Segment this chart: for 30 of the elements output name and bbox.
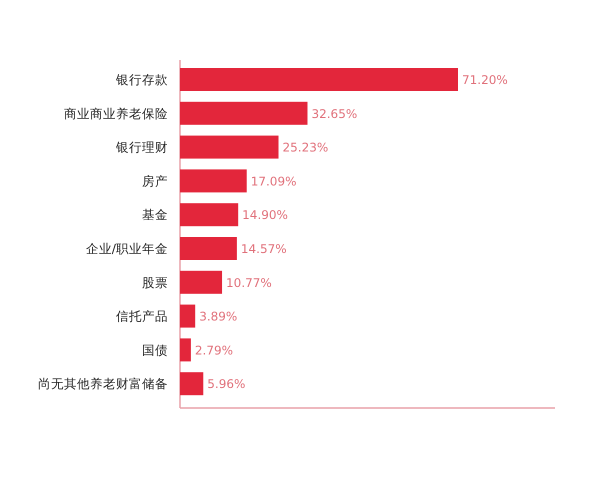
data-label: 17.09% <box>250 174 296 188</box>
bar <box>180 203 238 226</box>
bar <box>180 102 308 125</box>
data-label: 71.20% <box>462 73 508 87</box>
y-tick-label: 基金 <box>142 207 168 222</box>
data-label: 25.23% <box>282 140 328 155</box>
y-tick-label: 房产 <box>142 173 168 188</box>
y-tick-label: 国债 <box>142 342 168 358</box>
data-label: 14.90% <box>242 208 288 222</box>
y-tick-label: 银行存款 <box>115 72 168 87</box>
bar <box>180 372 204 396</box>
data-label: 10.77% <box>226 276 272 290</box>
bar <box>180 237 237 260</box>
bar <box>180 136 279 159</box>
y-tick-label: 商业商业养老保险 <box>64 106 168 121</box>
data-label: 14.57% <box>240 242 287 256</box>
bar <box>180 304 196 328</box>
y-tick-label: 企业/职业年金 <box>86 241 168 256</box>
data-label: 5.96% <box>207 377 246 392</box>
bar <box>180 270 222 294</box>
y-tick-label: 尚无其他养老财富储备 <box>38 376 168 392</box>
bar <box>180 169 247 192</box>
y-tick-label: 银行理财 <box>115 140 168 155</box>
bar <box>180 68 458 91</box>
bar <box>180 338 191 362</box>
data-label: 3.89% <box>199 310 238 324</box>
data-label: 32.65% <box>311 106 358 121</box>
y-tick-label: 信托产品 <box>116 308 168 324</box>
data-label: 2.79% <box>194 343 234 358</box>
y-tick-label: 股票 <box>142 274 168 290</box>
